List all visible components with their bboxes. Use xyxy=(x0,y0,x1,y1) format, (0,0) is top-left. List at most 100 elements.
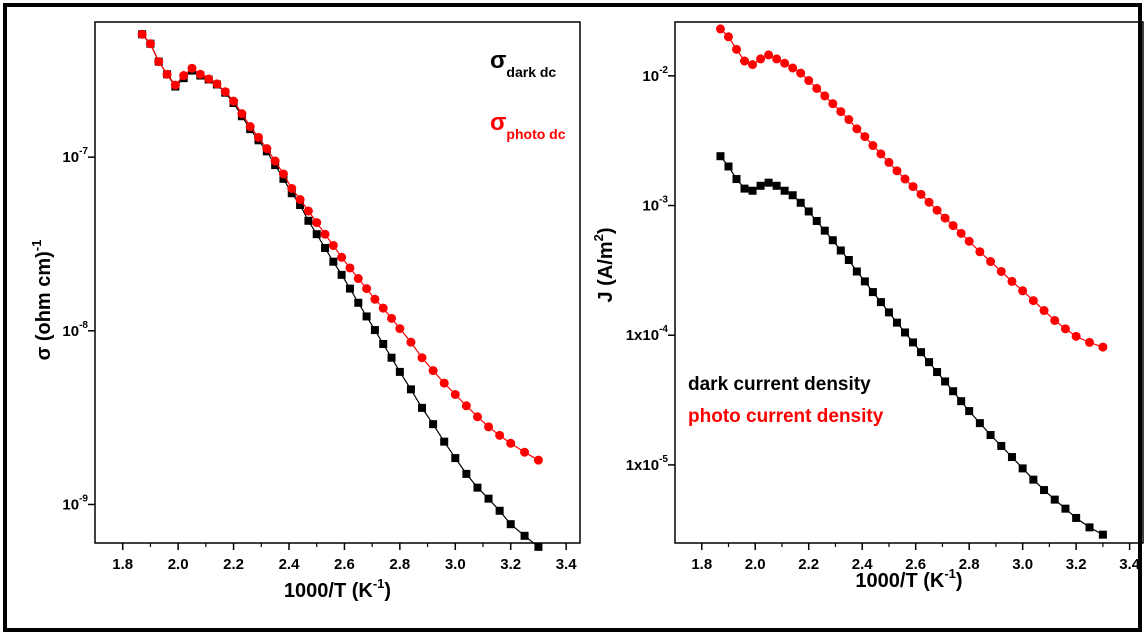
data-point-dark xyxy=(756,181,765,190)
x-tick-label: 3.0 xyxy=(1012,556,1033,573)
data-point-dark xyxy=(395,367,404,376)
x-axis-label-text: 1000/T (K xyxy=(855,570,944,592)
data-point-dark xyxy=(406,385,415,394)
data-point-photo xyxy=(932,205,942,215)
data-point-photo xyxy=(860,132,870,142)
data-point-photo xyxy=(254,132,264,142)
x-tick-label: 3.0 xyxy=(445,556,466,573)
legend-text: dark current density xyxy=(688,374,871,395)
legend: dark current density photo current densit… xyxy=(688,374,884,427)
y-tick-base: 10 xyxy=(642,198,659,215)
data-point-dark xyxy=(1072,513,1081,522)
data-point-dark xyxy=(418,403,427,412)
data-point-photo xyxy=(756,54,766,64)
x-tick-label: 2.6 xyxy=(334,556,355,573)
data-point-dark xyxy=(732,175,741,184)
data-point-photo xyxy=(924,197,934,207)
data-point-dark xyxy=(796,198,805,207)
data-point-dark xyxy=(933,368,942,377)
x-tick-label: 2.6 xyxy=(905,556,926,573)
x-axis-label-sup: -1 xyxy=(373,576,385,591)
y-tick-exponent: -2 xyxy=(659,65,668,76)
series-line-dark xyxy=(141,33,539,548)
series-dark xyxy=(716,152,1107,539)
data-point-dark xyxy=(852,267,861,276)
data-point-photo xyxy=(229,96,239,106)
y-axis-label-text: J (A/m xyxy=(595,241,617,302)
data-point-dark xyxy=(1050,495,1059,504)
data-point-photo xyxy=(996,266,1006,276)
data-point-dark xyxy=(429,420,438,429)
data-point-photo xyxy=(900,174,910,184)
data-point-dark xyxy=(740,184,749,193)
data-point-photo xyxy=(1028,296,1038,306)
data-point-dark xyxy=(379,339,388,348)
data-point-dark xyxy=(495,506,504,515)
data-point-dark xyxy=(820,226,829,235)
y-tick-label: 10-2 xyxy=(642,65,668,85)
x-tick-label: 3.2 xyxy=(1066,556,1087,573)
data-point-photo xyxy=(1085,337,1095,347)
data-point-photo xyxy=(796,68,806,78)
chart-panel-1: 1.8 2.0 2.2 2.4 2.6 2.8 3.0 3.2 3.410-710-810-91… xyxy=(29,21,581,602)
legend-symbol: σ xyxy=(490,47,506,74)
x-tick-label: 2.8 xyxy=(959,556,980,573)
data-point-photo xyxy=(764,50,774,60)
data-point-dark xyxy=(534,542,543,551)
data-point-photo xyxy=(506,438,516,448)
data-point-photo xyxy=(187,63,197,73)
x-axis-label-close: ) xyxy=(384,580,391,602)
data-point-dark xyxy=(506,520,515,529)
data-point-photo xyxy=(884,157,894,167)
y-tick-label: 10-7 xyxy=(62,146,88,166)
data-point-dark xyxy=(884,308,893,317)
data-point-dark xyxy=(337,270,346,279)
data-point-photo xyxy=(370,294,380,304)
data-point-dark xyxy=(965,407,974,416)
data-point-photo xyxy=(940,213,950,223)
data-point-photo xyxy=(916,189,926,199)
chart-panel-2: 1.8 2.0 2.2 2.4 2.6 2.8 3.0 3.2 3.410-210-31x10-… xyxy=(591,21,1144,592)
data-point-photo xyxy=(1098,342,1108,352)
data-point-dark xyxy=(321,243,330,252)
y-tick-exponent: -9 xyxy=(79,493,88,504)
data-point-dark xyxy=(312,230,321,239)
data-point-photo xyxy=(868,141,878,151)
x-axis-label: 1000/T (K-1) xyxy=(284,576,391,602)
data-point-dark xyxy=(917,348,926,357)
data-point-photo xyxy=(204,74,214,84)
x-tick-label: 2.0 xyxy=(168,556,189,573)
x-tick-label: 2.2 xyxy=(798,556,819,573)
data-point-dark xyxy=(925,358,934,367)
legend-entry: photo current density xyxy=(688,406,884,427)
data-point-photo xyxy=(287,183,297,193)
data-point-dark xyxy=(1018,464,1027,473)
y-tick-label: 1x10-5 xyxy=(626,454,669,474)
data-point-dark xyxy=(828,236,837,245)
x-tick-label: 2.4 xyxy=(852,556,874,573)
data-point-dark xyxy=(764,178,773,187)
y-tick-base: 1x10 xyxy=(626,457,659,474)
y-axis-label-close: ) xyxy=(595,227,617,234)
data-point-photo xyxy=(417,353,427,363)
data-point-photo xyxy=(723,32,733,42)
data-point-photo xyxy=(353,274,363,284)
data-point-photo xyxy=(450,389,460,399)
data-point-photo xyxy=(495,430,505,440)
y-axis-label-sup: 2 xyxy=(591,234,606,241)
data-point-photo xyxy=(715,24,725,34)
data-point-photo xyxy=(145,39,155,49)
data-point-photo xyxy=(439,378,449,388)
y-tick-base: 10 xyxy=(62,496,79,513)
legend-entry: σphoto dc xyxy=(490,109,566,142)
data-point-photo xyxy=(137,29,147,39)
x-tick-label: 2.8 xyxy=(389,556,410,573)
data-point-dark xyxy=(370,326,379,335)
plot-frame xyxy=(674,21,1144,544)
data-point-dark xyxy=(387,353,396,362)
data-point-photo xyxy=(337,252,347,262)
data-point-photo xyxy=(748,60,758,70)
data-point-photo xyxy=(908,182,918,192)
